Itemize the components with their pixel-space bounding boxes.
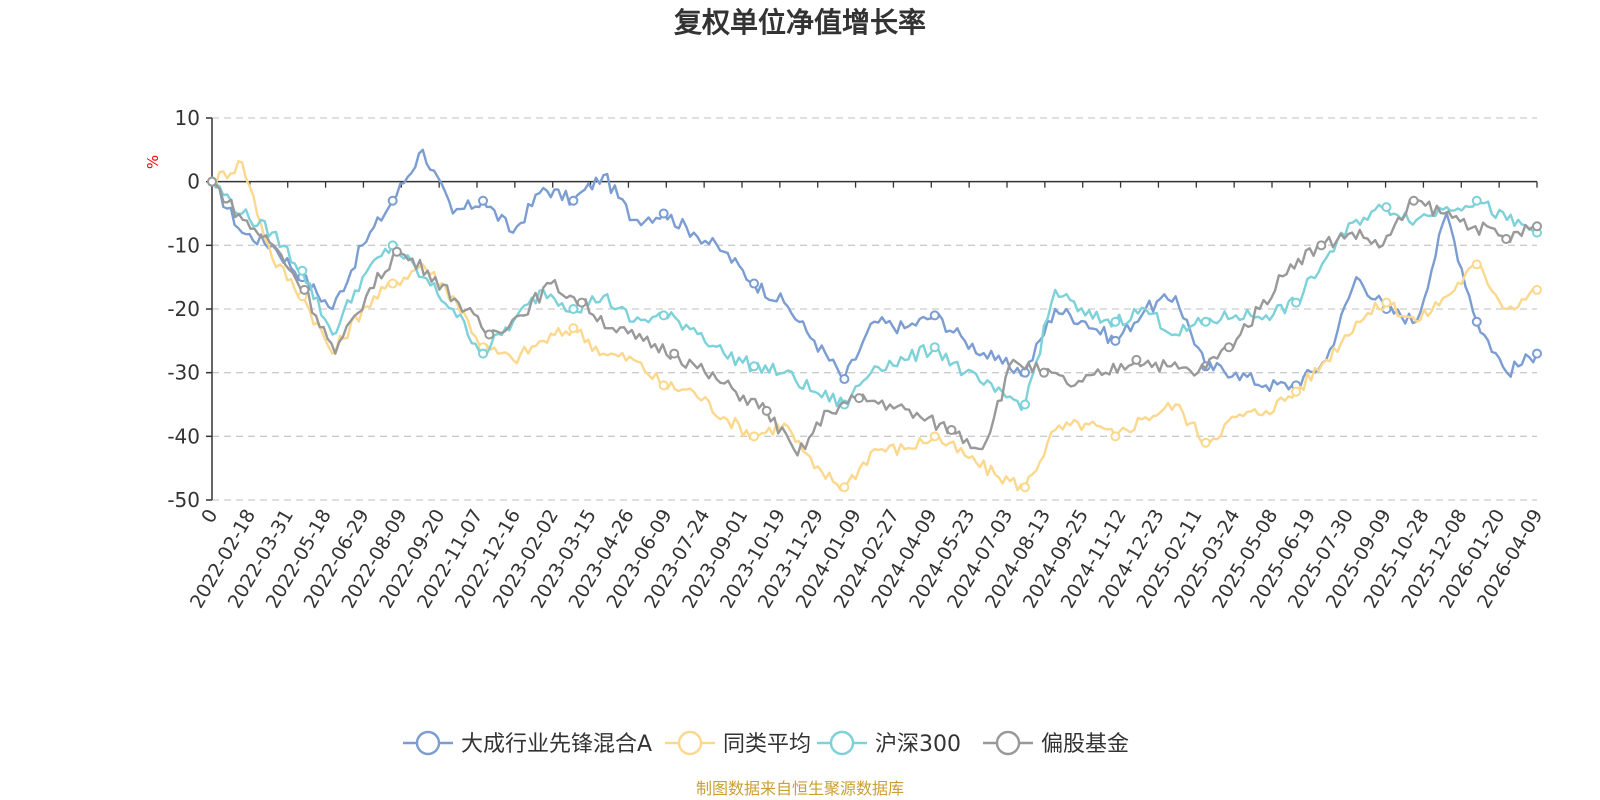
series-point — [761, 405, 772, 416]
series-point — [568, 323, 579, 334]
series-point — [207, 176, 217, 187]
series-point — [1110, 335, 1121, 346]
series-point — [1020, 399, 1031, 410]
legend-label: 沪深300 — [875, 732, 961, 757]
series-point — [1316, 240, 1327, 251]
grid-layer — [212, 117, 1537, 501]
series-point — [1471, 316, 1482, 327]
series-point — [929, 431, 940, 442]
series-point — [658, 380, 669, 391]
series-point — [1471, 259, 1482, 270]
series-point — [749, 431, 760, 442]
legend-item[interactable]: 同类平均 — [665, 730, 811, 757]
series-point — [1110, 431, 1121, 442]
data-source-note: 制图数据来自恒生聚源数据库 — [696, 779, 904, 798]
y-tick-label: -30 — [167, 361, 200, 385]
series-point — [299, 284, 310, 295]
series-point — [658, 208, 669, 219]
series-point — [1381, 297, 1392, 308]
series-point — [946, 424, 957, 435]
y-tick-label: 0 — [187, 170, 200, 194]
series-point — [387, 195, 398, 206]
series-point — [839, 482, 850, 493]
series-point — [576, 297, 587, 308]
x-tick-label: 0 — [197, 506, 222, 527]
legend-item[interactable]: 沪深300 — [817, 730, 961, 757]
legend-item[interactable]: 偏股基金 — [983, 730, 1129, 757]
series-point — [387, 278, 398, 289]
legend-swatch-marker — [415, 730, 441, 756]
series-point — [1291, 386, 1302, 397]
series-point — [1501, 233, 1512, 244]
series-point — [929, 342, 940, 353]
series-point — [658, 310, 669, 321]
series-point — [391, 246, 402, 257]
legend-swatch-marker — [995, 730, 1021, 756]
series-point — [1532, 221, 1542, 232]
series-point — [568, 195, 579, 206]
series-point — [484, 329, 495, 340]
series-point — [1223, 342, 1234, 353]
series-point — [1020, 482, 1031, 493]
series-point — [929, 310, 940, 321]
y-axis: 10 0 -10 -20 -30 -40 -50 — [167, 106, 213, 512]
series-point — [854, 393, 865, 404]
series-point — [749, 361, 760, 372]
series-point — [1110, 316, 1121, 327]
series-point — [1200, 316, 1211, 327]
series-point — [749, 278, 760, 289]
y-tick-label: -20 — [167, 297, 200, 321]
series-point — [478, 195, 489, 206]
y-tick-label: -10 — [167, 233, 200, 257]
y-tick-label: -50 — [167, 488, 200, 512]
series-point — [669, 348, 680, 359]
legend-label: 大成行业先锋混合A — [461, 732, 652, 757]
y-tick-label: -40 — [167, 424, 200, 448]
series-point — [1408, 195, 1419, 206]
series-point — [1532, 284, 1542, 295]
series-point — [478, 348, 489, 359]
y-tick-label: 10 — [175, 106, 200, 130]
series-point — [568, 304, 579, 314]
series-layer — [207, 148, 1542, 493]
series-point — [839, 374, 850, 385]
series-point — [1131, 354, 1142, 365]
series-point — [1291, 297, 1302, 308]
legend[interactable]: 大成行业先锋混合A 同类平均 沪深300 偏股基金 — [403, 730, 1129, 757]
series-point — [297, 265, 308, 276]
chart-title: 复权单位净值增长率 — [674, 6, 926, 39]
legend-swatch-marker — [829, 730, 855, 756]
y-axis-unit: % — [144, 155, 162, 169]
legend-swatch-marker — [677, 730, 703, 756]
series-point — [1038, 367, 1049, 378]
series-line — [211, 180, 1538, 457]
series-line — [211, 148, 1539, 393]
series-point — [1381, 202, 1392, 213]
series-point — [1532, 348, 1542, 359]
series-line — [210, 181, 1538, 412]
legend-item[interactable]: 大成行业先锋混合A — [403, 730, 652, 757]
series-point — [1471, 195, 1482, 206]
legend-label: 同类平均 — [723, 732, 811, 757]
series-point — [1200, 437, 1211, 448]
legend-label: 偏股基金 — [1041, 732, 1129, 757]
series-line — [211, 160, 1538, 492]
